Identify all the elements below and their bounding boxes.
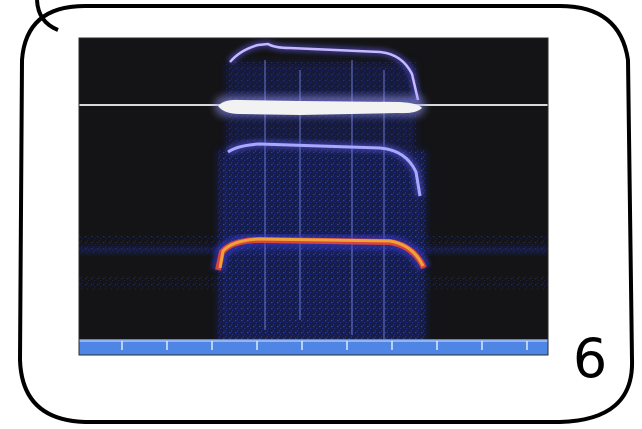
spectrogram-image	[79, 38, 548, 355]
timeline-ticks	[121, 341, 528, 350]
adjacent-panel-edge	[35, 0, 59, 32]
panel-number: 6	[572, 327, 608, 390]
